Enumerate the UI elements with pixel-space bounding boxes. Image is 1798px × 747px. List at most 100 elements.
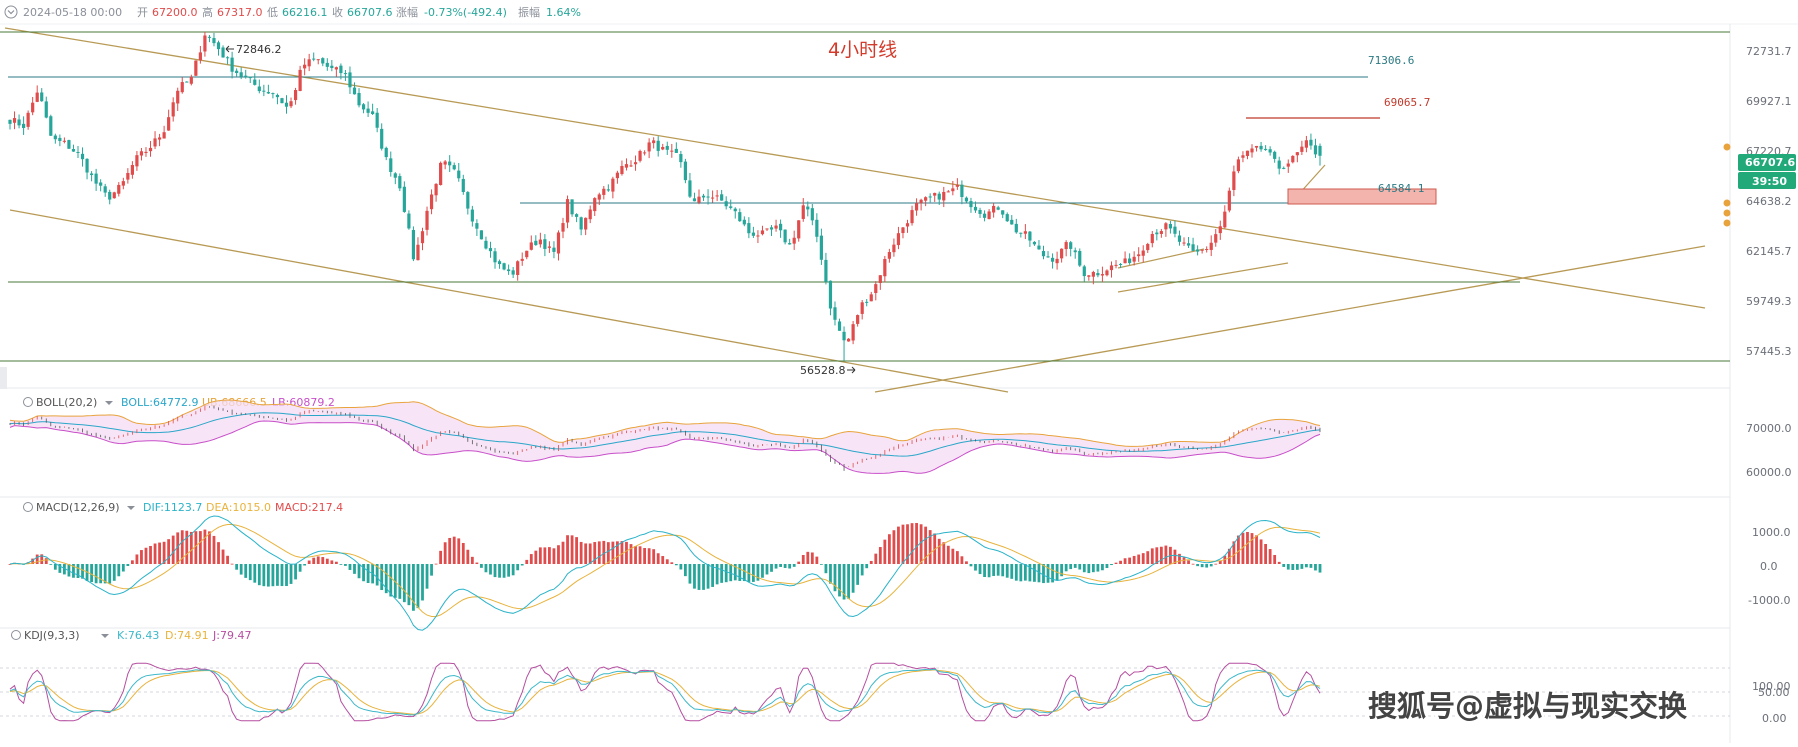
candle[interactable] — [756, 230, 760, 244]
candle[interactable] — [1060, 248, 1064, 263]
candle[interactable] — [425, 206, 429, 236]
candle[interactable] — [688, 172, 692, 199]
candle[interactable] — [565, 195, 570, 229]
candle[interactable] — [674, 142, 678, 153]
candle[interactable] — [946, 189, 950, 193]
candle[interactable] — [520, 252, 524, 266]
candle[interactable] — [933, 192, 937, 202]
candle[interactable] — [1069, 240, 1073, 257]
candle[interactable] — [1073, 247, 1077, 259]
candle[interactable] — [502, 262, 506, 271]
candle[interactable] — [12, 111, 17, 130]
candle[interactable] — [289, 97, 293, 109]
candle[interactable] — [58, 134, 62, 147]
indicator-settings-icon[interactable] — [11, 630, 21, 640]
candle[interactable] — [1087, 275, 1091, 281]
candle[interactable] — [701, 193, 706, 201]
candle[interactable] — [352, 82, 357, 95]
candle[interactable] — [67, 139, 71, 149]
candle[interactable] — [434, 183, 438, 202]
candle[interactable] — [892, 238, 896, 257]
candle[interactable] — [148, 141, 153, 157]
candle[interactable] — [828, 280, 833, 316]
candle[interactable] — [593, 197, 597, 217]
candle[interactable] — [715, 189, 719, 202]
candle[interactable] — [846, 338, 851, 342]
candle[interactable] — [144, 147, 148, 157]
candle[interactable] — [570, 199, 574, 217]
candle[interactable] — [497, 259, 502, 269]
wedge-lower-line[interactable] — [1117, 262, 1289, 293]
candle[interactable] — [937, 191, 941, 205]
candle[interactable] — [135, 151, 139, 171]
candle[interactable] — [53, 133, 57, 144]
candle[interactable] — [1082, 264, 1086, 282]
candle[interactable] — [1005, 212, 1009, 222]
candle[interactable] — [738, 208, 742, 222]
candle[interactable] — [769, 225, 774, 236]
candle[interactable] — [656, 136, 660, 157]
candle[interactable] — [1227, 187, 1231, 213]
candle[interactable] — [80, 147, 85, 167]
candle[interactable] — [1037, 240, 1041, 250]
candle[interactable] — [85, 158, 89, 180]
candle[interactable] — [1159, 228, 1163, 238]
candle[interactable] — [275, 93, 280, 105]
candle[interactable] — [1264, 145, 1268, 151]
candle[interactable] — [928, 193, 932, 203]
boll-dropdown-icon[interactable] — [105, 401, 113, 405]
candle[interactable] — [1114, 260, 1118, 269]
candle[interactable] — [448, 155, 452, 173]
candle[interactable] — [1128, 253, 1132, 265]
candle[interactable] — [167, 109, 171, 131]
candle[interactable] — [1137, 247, 1141, 262]
candle[interactable] — [266, 84, 270, 95]
rising-support-trendline[interactable] — [874, 245, 1706, 393]
candle[interactable] — [307, 53, 311, 72]
indicator-settings-icon[interactable] — [23, 397, 33, 407]
candle[interactable] — [126, 168, 130, 184]
alert-dot-icon[interactable] — [1723, 143, 1731, 151]
candle[interactable] — [896, 226, 901, 250]
candle[interactable] — [1268, 146, 1272, 156]
candle[interactable] — [398, 173, 402, 192]
candle[interactable] — [488, 241, 493, 258]
candle[interactable] — [584, 217, 588, 236]
candle[interactable] — [1214, 229, 1218, 247]
candle[interactable] — [1100, 266, 1105, 283]
candle[interactable] — [1046, 251, 1050, 258]
candle[interactable] — [339, 63, 343, 80]
candle[interactable] — [760, 225, 765, 236]
candle[interactable] — [457, 162, 461, 182]
candle[interactable] — [765, 228, 769, 232]
candle[interactable] — [429, 189, 434, 215]
candle[interactable] — [914, 198, 919, 216]
candle[interactable] — [620, 160, 624, 176]
candle[interactable] — [1146, 242, 1150, 253]
candle[interactable] — [384, 146, 388, 161]
candle[interactable] — [901, 227, 905, 239]
candle[interactable] — [1277, 156, 1281, 175]
candle[interactable] — [774, 219, 778, 232]
candle[interactable] — [1168, 220, 1173, 234]
candle[interactable] — [720, 189, 724, 201]
candle[interactable] — [679, 150, 683, 168]
candle[interactable] — [1182, 237, 1186, 246]
candle[interactable] — [1304, 135, 1309, 153]
candle[interactable] — [189, 74, 193, 86]
candle[interactable] — [964, 196, 969, 203]
candle[interactable] — [44, 96, 48, 119]
candle[interactable] — [951, 180, 955, 196]
candle[interactable] — [40, 88, 44, 102]
candle[interactable] — [452, 162, 456, 171]
candle[interactable] — [17, 114, 21, 129]
candle[interactable] — [1001, 210, 1005, 219]
candle[interactable] — [479, 230, 484, 240]
candle[interactable] — [511, 266, 515, 279]
candle[interactable] — [470, 205, 474, 227]
candle[interactable] — [588, 205, 592, 224]
candle[interactable] — [874, 281, 878, 301]
candle[interactable] — [1173, 220, 1177, 238]
candle[interactable] — [1177, 230, 1182, 246]
candle[interactable] — [157, 133, 162, 147]
